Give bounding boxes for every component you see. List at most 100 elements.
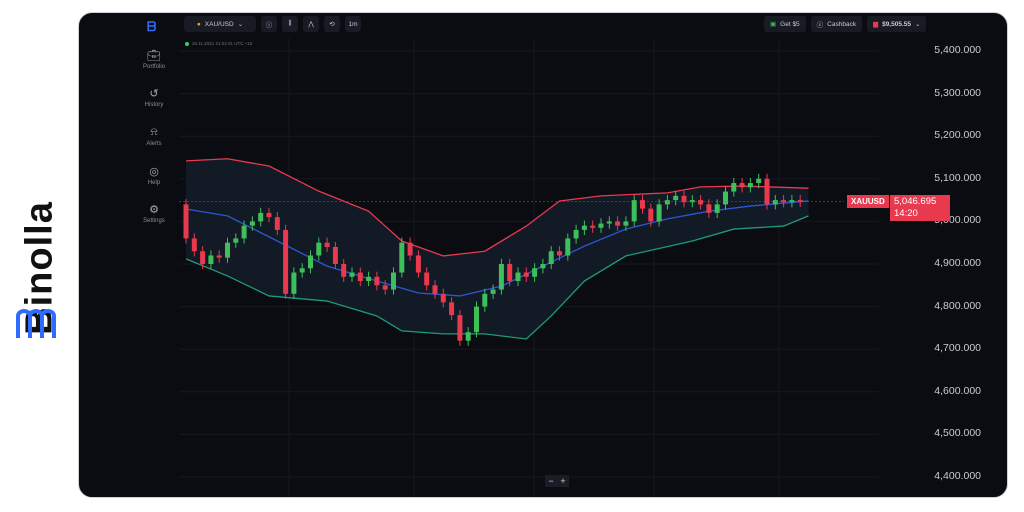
- price-axis-label: 4,600.000: [934, 384, 981, 397]
- balance-value: $9,505.55: [882, 20, 911, 28]
- candle-body: [299, 268, 305, 273]
- candle-body: [565, 238, 571, 256]
- candle-body: [581, 225, 587, 230]
- candle-body: [191, 238, 197, 252]
- price-axis-label: 5,400.000: [934, 44, 981, 56]
- price-axis-label: 5,200.000: [934, 129, 981, 142]
- candle-body: [548, 251, 554, 264]
- candle-body: [332, 246, 338, 264]
- get-bonus-button[interactable]: ▣ Get $5: [764, 16, 806, 32]
- candles-icon: ⫼: [288, 20, 292, 27]
- candle-body: [225, 242, 230, 258]
- candle-body: [357, 272, 363, 282]
- candle-body: [200, 251, 206, 264]
- current-price-tag: 5,046.695 14:20: [890, 195, 950, 221]
- candle-body: [756, 178, 762, 184]
- candle-body: [241, 225, 247, 239]
- candle-body: [606, 221, 612, 224]
- gear-icon: ⚙: [149, 204, 159, 216]
- sidebar-item-help[interactable]: ◎ Help: [131, 165, 177, 186]
- candle-body: [374, 276, 380, 286]
- sidebar-label: Help: [147, 180, 161, 186]
- status-dot: [185, 41, 189, 46]
- bell-icon: ⍾: [150, 126, 158, 138]
- candle-body: [465, 332, 471, 341]
- asset-selector[interactable]: ● XAU/USD ⌄: [184, 16, 256, 32]
- compass-icon: ⋀: [308, 21, 314, 28]
- candle-body: [283, 229, 289, 294]
- zoom-out-button[interactable]: −: [545, 475, 557, 487]
- drawing-tools-button[interactable]: ⋀: [303, 16, 319, 32]
- info-icon: ⓘ: [265, 22, 273, 29]
- sidebar: ᗷ 💼︎ Portfolio ↺ History ⍾ Alerts ◎ Help ⚙ Se…: [131, 13, 177, 497]
- candle-body: [714, 204, 720, 213]
- candle-body: [407, 242, 413, 256]
- price-axis-label: 4,800.000: [934, 299, 981, 312]
- cashback-button[interactable]: ⓢ Cashback: [810, 16, 863, 32]
- app-logo-icon: ᗷ: [147, 19, 157, 34]
- candle-body: [415, 255, 421, 273]
- candle-body: [266, 212, 272, 218]
- price-axis-label: 4,900.000: [934, 257, 981, 269]
- candle-body: [698, 200, 704, 205]
- candle-body: [781, 200, 787, 203]
- cashback-icon: ⓢ: [816, 22, 824, 29]
- candle-body: [764, 178, 770, 205]
- candle-body: [648, 208, 654, 222]
- candle-body: [656, 204, 662, 222]
- candle-body: [507, 264, 513, 282]
- zoom-in-button[interactable]: +: [557, 475, 569, 487]
- candle-body: [590, 225, 596, 228]
- candle-body: [532, 268, 538, 277]
- candle-body: [747, 183, 753, 188]
- candle-body: [640, 200, 645, 209]
- candle-body: [216, 255, 222, 258]
- gift-icon: ▣: [770, 21, 777, 28]
- candle-body: [274, 217, 280, 230]
- brand: Binolla: [0, 150, 78, 350]
- lifebuoy-icon: ◎: [149, 166, 159, 178]
- candle-body: [291, 272, 297, 294]
- current-price: 5,046.695: [894, 196, 937, 207]
- candle-body: [681, 195, 687, 203]
- candle-body: [515, 272, 521, 282]
- candle-body: [789, 200, 795, 203]
- candle-body: [208, 255, 214, 264]
- price-axis-label: 4,400.000: [934, 470, 981, 482]
- account-toolbar: ▣ Get $5 ⓢ Cashback ▆ $9,505.55 ⌄: [764, 16, 927, 32]
- chart-type-button[interactable]: ⫼: [282, 16, 298, 32]
- sidebar-item-alerts[interactable]: ⍾ Alerts: [131, 126, 177, 147]
- candle-body: [797, 200, 803, 202]
- candle-body: [706, 204, 712, 213]
- lower-band-line: [185, 215, 809, 340]
- info-button[interactable]: ⓘ: [261, 16, 277, 32]
- candle-body: [249, 221, 255, 226]
- candle-body: [623, 221, 629, 226]
- chart-toolbar: ● XAU/USD ⌄ ⓘ ⫼ ⋀ ⟲ 1m: [184, 16, 361, 32]
- sidebar-item-settings[interactable]: ⚙ Settings: [131, 203, 177, 224]
- candle-body: [615, 221, 621, 226]
- candle-body: [349, 272, 355, 277]
- price-axis-label: 4,500.000: [934, 427, 981, 440]
- indicators-button[interactable]: ⟲: [324, 16, 340, 32]
- chevron-down-icon: ⌄: [237, 21, 244, 28]
- candle-body: [631, 200, 637, 222]
- candle-body: [598, 223, 604, 228]
- sidebar-item-history[interactable]: ↺ History: [131, 87, 177, 108]
- indicators-icon: ⟲: [329, 21, 335, 28]
- candle-body: [382, 285, 388, 290]
- sidebar-item-portfolio[interactable]: 💼︎ Portfolio: [131, 49, 177, 70]
- candle-body: [540, 264, 546, 269]
- trading-window: ᗷ 💼︎ Portfolio ↺ History ⍾ Alerts ◎ Help ⚙ Se…: [78, 12, 1008, 498]
- timeframe-button[interactable]: 1m: [345, 16, 361, 32]
- asset-label: XAU/USD: [204, 20, 234, 28]
- history-icon: ↺: [149, 88, 159, 100]
- candle-body: [183, 204, 189, 239]
- price-chart[interactable]: [79, 13, 1008, 498]
- server-time: 25.11.2021 21:04:31 UTC +10: [185, 41, 252, 46]
- zoom-controls: − +: [545, 475, 569, 487]
- balance-dropdown[interactable]: ▆ $9,505.55 ⌄: [867, 16, 927, 32]
- candle-body: [723, 191, 728, 205]
- sidebar-label: History: [144, 102, 164, 108]
- candle-body: [449, 302, 455, 316]
